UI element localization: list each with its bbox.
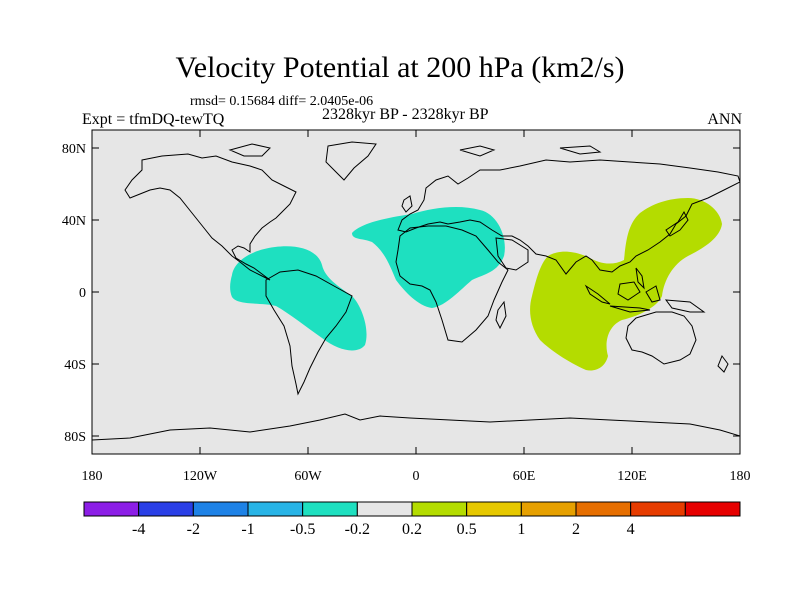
colorbar-swatch [684,501,741,517]
arctic-islands-coast [228,143,602,157]
lon-tick-label: 0 [413,469,420,484]
americas-negative-anomaly [230,246,367,351]
stats-label: rmsd= 0.15684 diff= 2.0405e-06 [190,94,374,109]
colorbar-swatch [411,501,468,517]
colorbar-label: 2 [572,521,580,538]
colorbar-swatch [138,501,194,517]
madagascar-coast [495,300,507,330]
japan-coast [665,210,689,237]
north-america-coast [124,153,297,281]
colorbar-label: -1 [241,521,254,538]
antarctica-coast [92,413,740,441]
maritime-continent-coast [584,267,706,313]
lat-tick-label: 40S [64,358,86,373]
colorbar-swatch [520,501,577,517]
colorbar-label: -0.5 [290,521,315,538]
colorbar-swatch [302,501,358,517]
colorbar-swatch [247,501,304,517]
australia-coast [625,311,697,365]
colorbar: -4 -2 -1 -0.5 -0.2 0.2 0.5 1 2 4 [83,501,741,538]
colorbar-label: -2 [187,521,200,538]
colorbar-label: 0.2 [402,521,422,538]
africa-coast [395,225,509,343]
lat-tick-label: 40N [62,214,86,229]
arabia-coast [495,237,529,271]
uk-coast [401,195,413,213]
colorbar-swatch [466,501,522,517]
lon-tick-label: 120W [183,469,218,484]
colorbar-swatch [83,501,140,517]
colorbar-swatch [575,501,632,517]
colorbar-label: -4 [132,521,145,538]
colorbar-swatch [356,501,413,517]
period-label: 2328kyr BP - 2328kyr BP [322,106,489,123]
colorbar-swatch [630,501,686,517]
lat-tick-label: 80N [62,142,86,157]
season-label: ANN [707,111,742,128]
page-title: Velocity Potential at 200 hPa (km2/s) [175,51,625,84]
greenland-coast [325,141,377,181]
latitude-axis: 80N 40N 0 40S 80S [62,142,740,445]
lon-tick-label: 180 [730,469,751,484]
experiment-label: Expt = tfmDQ-tewTQ [82,111,225,128]
colorbar-label: 1 [517,521,525,538]
south-america-coast [265,269,353,396]
coastlines [92,141,740,441]
colorbar-swatch [192,501,249,517]
lon-tick-label: 60E [513,469,536,484]
lat-tick-label: 0 [79,286,86,301]
colorbar-label: 4 [627,521,635,538]
indo-pacific-positive-anomaly [530,198,722,371]
colorbar-label: 0.5 [457,521,477,538]
eurasia-coast [397,159,740,275]
lon-tick-label: 60W [294,469,322,484]
new-zealand-coast [717,354,729,373]
longitude-axis: 180 120W 60W 0 60E 120E 180 [82,130,751,484]
lat-tick-label: 80S [64,430,86,445]
lon-tick-label: 120E [617,469,647,484]
lon-tick-label: 180 [82,469,103,484]
colorbar-label: -0.2 [345,521,370,538]
